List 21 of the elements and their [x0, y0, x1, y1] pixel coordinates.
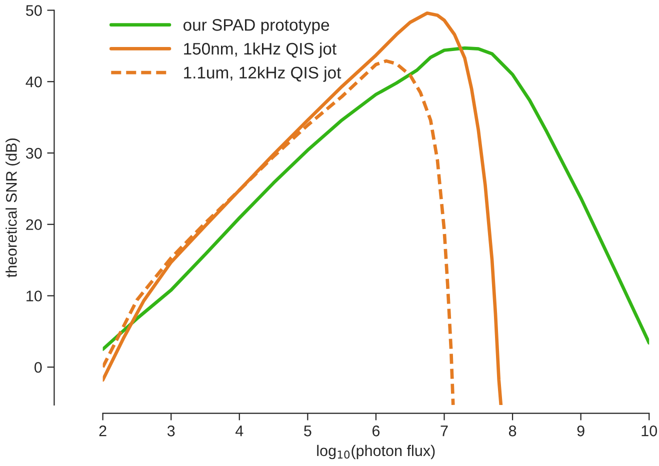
legend-label: 150nm, 1kHz QIS jot — [184, 42, 336, 58]
legend-label: 1.1um, 12kHz QIS jot — [184, 66, 342, 82]
x-tick-label: 8 — [508, 425, 516, 436]
x-tick-label: 7 — [440, 426, 448, 436]
x-tick-label: 5 — [304, 426, 312, 436]
x-tick-label: 6 — [372, 425, 380, 436]
x-tick-label: 3 — [167, 425, 175, 436]
y-tick-label: 20 — [26, 219, 42, 230]
y-tick-label: 10 — [26, 290, 42, 302]
x-tick-label: 10 — [642, 425, 658, 436]
x-axis-title: log$_{10}$(photon flux) — [317, 444, 435, 460]
x-tick-label: 4 — [235, 426, 244, 436]
x-tick-label: 9 — [577, 425, 584, 436]
line-series — [102, 11, 503, 405]
y-tick-label: 40 — [26, 76, 42, 88]
y-tick-label: 50 — [26, 5, 42, 16]
y-tick-label: 0 — [34, 362, 42, 373]
legend-label: our SPAD prototype — [184, 19, 330, 34]
y-axis-title: theoretical SNR (dB) — [6, 138, 20, 278]
y-tick-label: 30 — [26, 148, 42, 159]
x-tick-label: 2 — [99, 425, 106, 436]
